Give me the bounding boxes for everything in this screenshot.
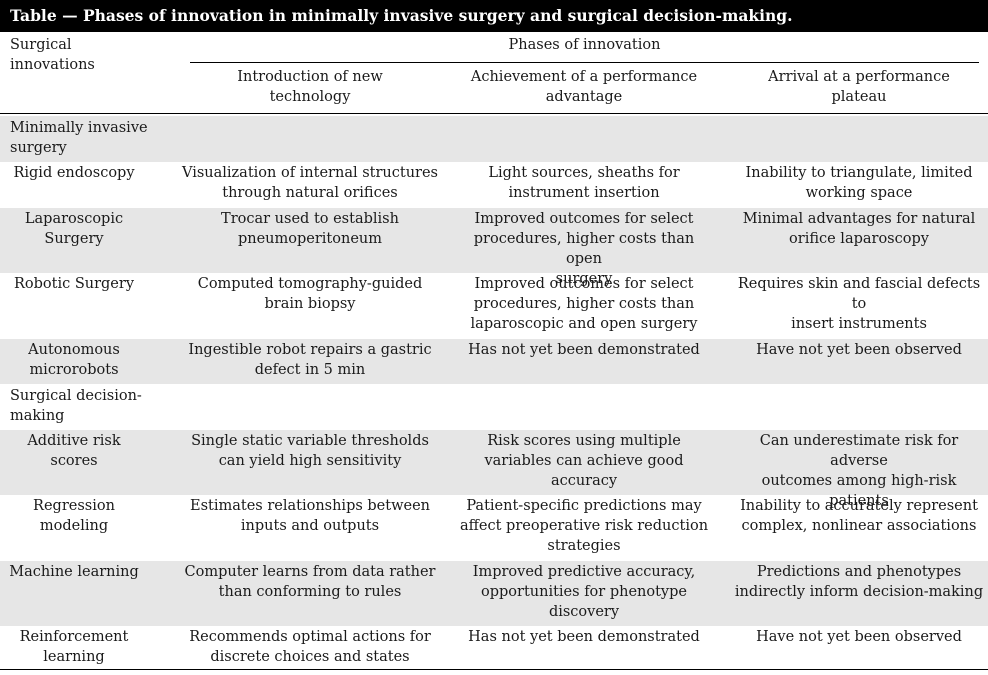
advantage-cell: Has not yet been demonstrated [468,342,700,358]
intro-cell: Ingestible robot repairs a gastric defect… [188,342,432,378]
row-shading [0,430,988,495]
advantage-cell: Patient-specific predictions may affect p… [459,498,709,554]
row-shading [0,208,988,273]
header-bottom-rule [0,113,988,114]
advantage-cell: Light sources, sheaths for instrument ins… [488,165,680,201]
table-title: Table — Phases of innovation in minimall… [0,0,988,32]
row-name: Robotic Surgery [13,276,135,292]
intro-cell: Computer learns from data rather than con… [184,564,436,600]
row-shading [0,116,988,162]
plateau-cell: Can underestimate risk for adverse outcom… [759,433,959,509]
column-header: Arrival at a performance plateau [768,69,950,105]
column-header: Achievement of a performance advantage [470,69,698,105]
row-name: Autonomous microrobots [28,342,120,378]
advantage-cell: Improved outcomes for select procedures, … [470,276,698,332]
plateau-cell: Have not yet been observed [756,342,962,358]
intro-cell: Single static variable thresholds can yie… [191,433,429,469]
group-label: Minimally invasive surgery [10,120,148,156]
row-name: Additive risk scores [27,433,121,469]
row-name: Laparoscopic Surgery [24,211,124,247]
intro-cell: Visualization of internal structures thro… [181,165,438,201]
header-subrule [190,62,979,63]
plateau-cell: Inability to accurately represent complex… [740,498,978,534]
row-name: Rigid endoscopy [13,165,135,181]
first-column-header: Surgical innovations [10,37,95,73]
row-name: Regression modeling [33,498,115,534]
advantage-cell: Improved predictive accuracy, opportuniti… [472,564,696,620]
plateau-cell: Requires skin and fascial defects to inse… [737,276,981,332]
plateau-cell: Minimal advantages for natural orifice la… [742,211,976,247]
row-shading [0,339,988,384]
plateau-cell: Inability to triangulate, limited working… [745,165,973,201]
column-header: Introduction of new technology [237,69,383,105]
plateau-cell: Have not yet been observed [756,629,962,645]
intro-cell: Computed tomography-guided brain biopsy [197,276,423,312]
advantage-cell: Has not yet been demonstrated [468,629,700,645]
row-shading [0,561,988,626]
advantage-cell: Improved outcomes for select procedures, … [473,211,695,287]
group-label: Surgical decision-making [10,388,142,424]
intro-cell: Trocar used to establish pneumoperitoneum [221,211,399,247]
intro-cell: Estimates relationships between inputs an… [189,498,431,534]
phases-header: Phases of innovation [508,37,661,53]
row-name: Machine learning [9,564,139,580]
plateau-cell: Predictions and phenotypes indirectly inf… [734,564,984,600]
advantage-cell: Risk scores using multiple variables can … [484,433,684,489]
table-bottom-rule [0,669,988,670]
row-name: Reinforcement learning [19,629,129,665]
intro-cell: Recommends optimal actions for discrete c… [189,629,431,665]
